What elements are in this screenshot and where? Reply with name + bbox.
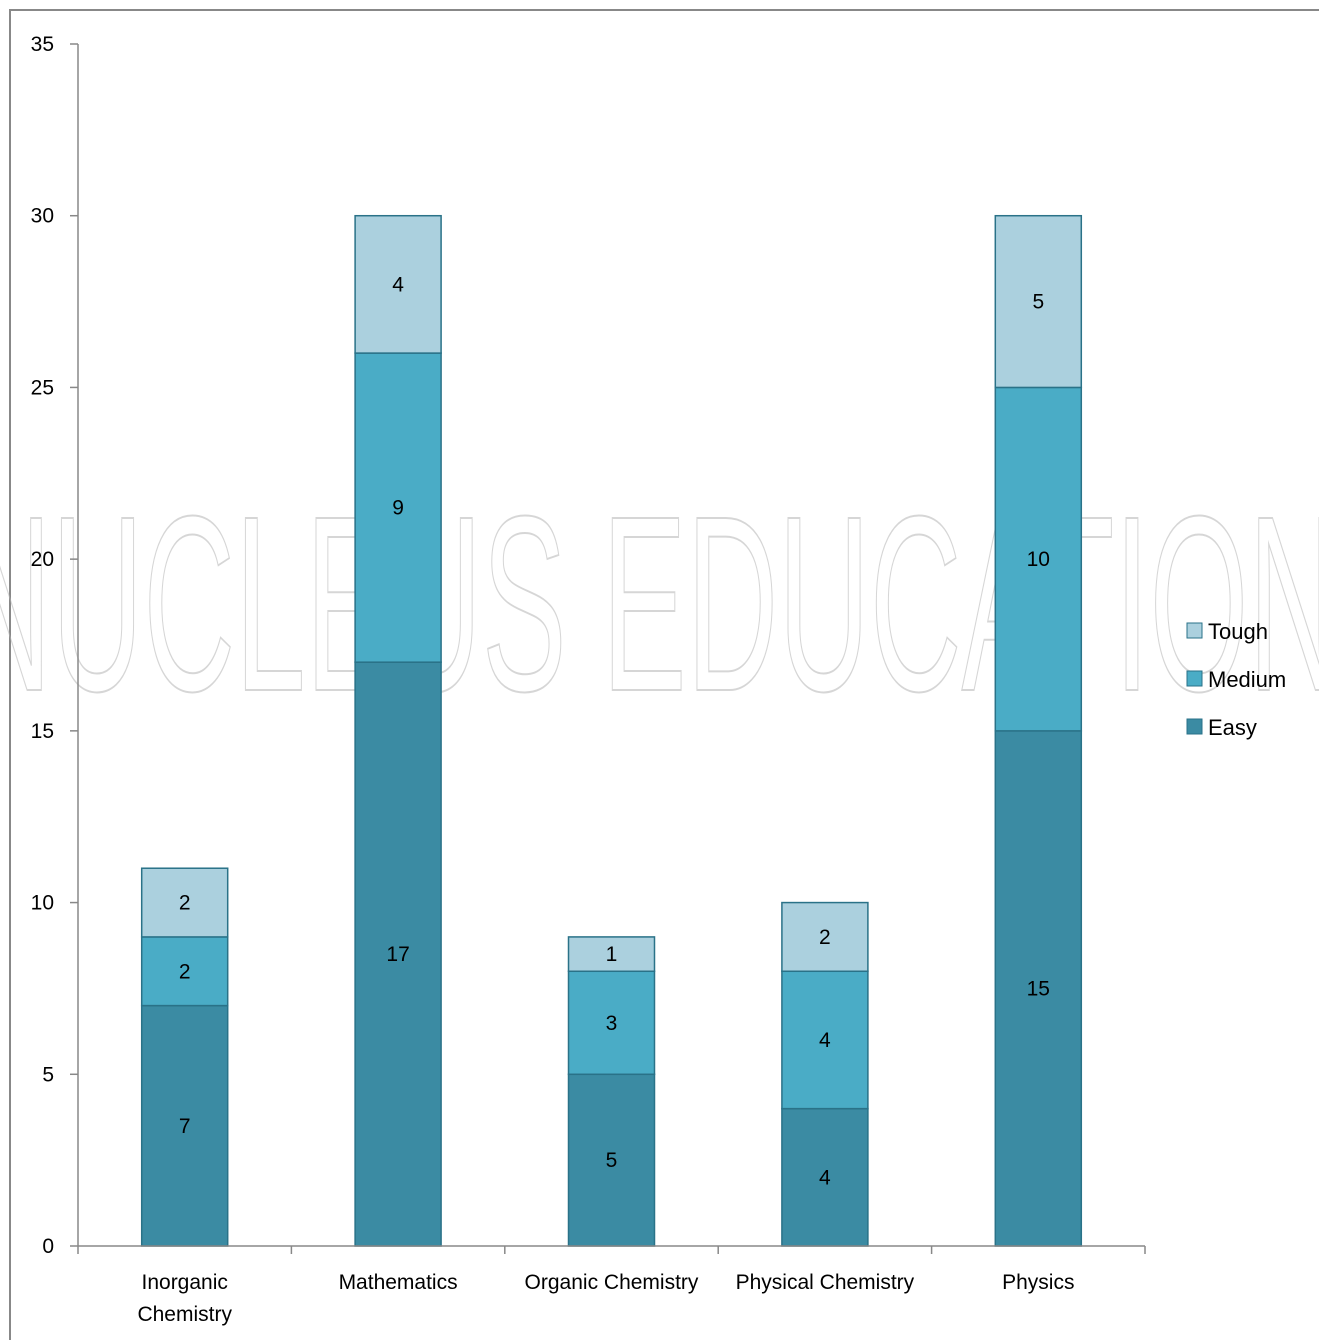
legend-label-tough: Tough [1208,619,1268,644]
data-label-tough-1: 4 [392,273,404,296]
y-tick-label: 20 [31,548,54,571]
y-tick-label: 15 [31,720,54,743]
x-tick-label-2: Organic Chemistry [525,1271,699,1294]
legend-swatch-easy [1187,719,1202,734]
x-tick-label-line: Chemistry [137,1303,232,1326]
watermark-layer: NUCLEUS EDUCATION [0,464,1319,743]
data-label-medium-3: 4 [819,1029,831,1052]
data-label-medium-4: 10 [1027,548,1050,571]
y-tick-label: 0 [42,1235,54,1258]
x-tick-label-3: Physical Chemistry [736,1271,915,1294]
y-tick-label: 5 [42,1063,54,1086]
data-label-easy-3: 4 [819,1166,831,1189]
x-tick-label-1: Mathematics [339,1271,458,1294]
data-label-medium-1: 9 [392,497,404,520]
data-label-easy-1: 17 [386,943,409,966]
legend-swatch-medium [1187,671,1202,686]
data-label-tough-4: 5 [1032,291,1044,314]
legend-label-medium: Medium [1208,667,1286,692]
data-label-medium-0: 2 [179,960,191,983]
data-label-tough-3: 2 [819,926,831,949]
data-label-tough-2: 1 [606,943,618,966]
y-tick-label: 30 [31,205,54,228]
data-label-medium-2: 3 [606,1012,618,1035]
x-tick-label-line: Inorganic [142,1271,228,1294]
x-tick-label-line: Physics [1002,1271,1074,1294]
legend-swatch-tough [1187,623,1202,638]
x-tick-label-line: Organic Chemistry [525,1271,699,1294]
data-label-tough-0: 2 [179,892,191,915]
x-tick-label-4: Physics [1002,1271,1074,1294]
y-tick-label: 10 [31,892,54,915]
x-tick-label-line: Physical Chemistry [736,1271,915,1294]
y-tick-label: 35 [31,33,54,56]
watermark-text: NUCLEUS EDUCATION [0,464,1319,743]
data-label-easy-0: 7 [179,1115,191,1138]
data-label-easy-2: 5 [606,1149,618,1172]
x-tick-label-line: Mathematics [339,1271,458,1294]
y-tick-label: 25 [31,376,54,399]
data-label-easy-4: 15 [1027,977,1050,1000]
legend-label-easy: Easy [1208,715,1257,740]
